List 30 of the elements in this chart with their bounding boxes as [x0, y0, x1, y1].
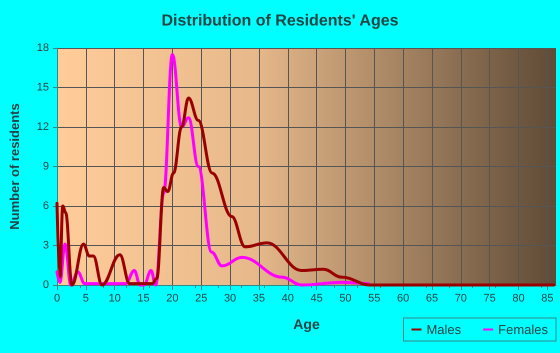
x-tick-label: 45 [310, 292, 323, 304]
x-tick-label: 50 [339, 292, 352, 304]
legend-label: Females [498, 322, 548, 337]
x-tick-label: 40 [282, 292, 294, 304]
x-tick-label: 30 [224, 292, 236, 304]
x-tick-label: 55 [368, 292, 380, 304]
x-tick-label: 60 [397, 292, 410, 304]
x-tick-label: 65 [426, 292, 438, 304]
x-tick-label: 70 [454, 292, 467, 304]
y-axis-title: Number of residents [7, 103, 22, 230]
y-tick-label: 18 [36, 42, 49, 54]
x-axis-title: Age [293, 316, 320, 332]
y-tick-label: 15 [36, 82, 49, 94]
y-tick-label: 0 [42, 279, 49, 291]
x-tick-label: 15 [137, 292, 150, 304]
y-tick-label: 12 [36, 121, 49, 133]
x-tick-label: 25 [195, 292, 208, 304]
chart-title: Distribution of Residents' Ages [161, 12, 399, 30]
legend-label: Males [426, 322, 462, 337]
y-tick-label: 9 [42, 160, 49, 172]
x-tick-label: 85 [541, 292, 554, 304]
x-tick-label: 0 [54, 292, 60, 304]
y-tick-label: 3 [42, 240, 49, 252]
x-tick-label: 35 [252, 292, 266, 304]
x-tick-label: 75 [484, 292, 496, 304]
x-tick-label: 20 [166, 292, 178, 304]
x-tick-label: 10 [108, 292, 121, 304]
y-tick-label: 6 [42, 200, 49, 212]
x-tick-label: 5 [82, 292, 89, 304]
x-tick-label: 80 [512, 292, 525, 304]
